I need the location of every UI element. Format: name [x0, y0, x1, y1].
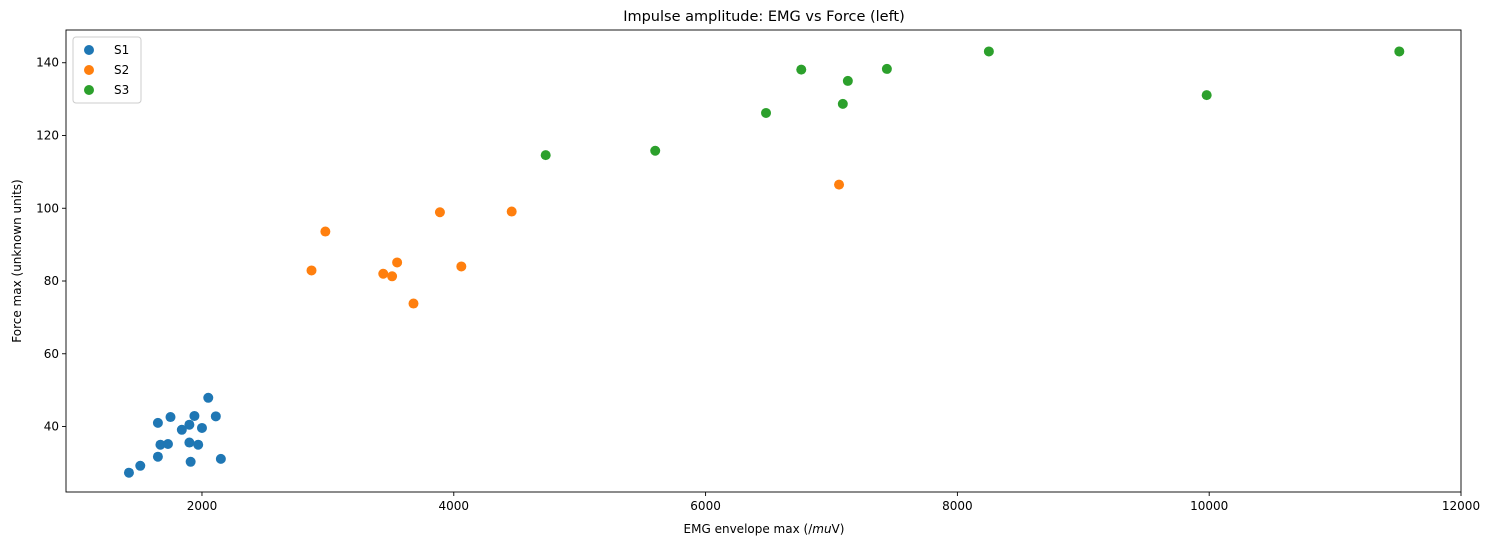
x-tick-label: 8000: [942, 499, 973, 513]
legend-marker-s2: [84, 65, 94, 75]
legend-label-s1: S1: [114, 43, 129, 57]
y-axis-label: Force max (unknown units): [10, 179, 24, 342]
point-s3-6: [881, 63, 892, 74]
point-s1-14: [203, 392, 214, 403]
x-axis-label: EMG envelope max (/muV): [684, 522, 845, 536]
x-tick-label: 12000: [1442, 499, 1480, 513]
point-s1-15: [210, 411, 221, 422]
legend-marker-s3: [84, 85, 94, 95]
chart-title: Impulse amplitude: EMG vs Force (left): [623, 9, 905, 25]
point-s3-3: [796, 64, 807, 75]
point-s1-8: [184, 437, 195, 448]
point-s1-3: [152, 417, 163, 428]
point-s2-2: [378, 268, 389, 279]
y-tick-label: 60: [44, 347, 59, 361]
legend: S1 S2 S3: [72, 36, 142, 104]
point-s3-8: [1201, 90, 1212, 101]
point-s3-4: [837, 98, 848, 109]
point-s1-11: [189, 410, 200, 421]
x-tick-label: 4000: [439, 499, 470, 513]
x-axis-label-italic: mu: [812, 522, 832, 536]
y-tick-label: 100: [36, 201, 59, 215]
y-axis-ticks: 40 60 80 100 120 140: [36, 56, 66, 434]
plot-frame: [65, 29, 1462, 493]
point-s3-0: [540, 150, 551, 161]
point-s1-2: [152, 451, 163, 462]
y-tick-label: 120: [36, 128, 59, 142]
point-s1-13: [196, 422, 207, 433]
y-tick-label: 80: [44, 274, 59, 288]
point-s2-4: [392, 257, 403, 268]
point-s1-16: [215, 453, 226, 464]
x-axis-label-prefix: EMG envelope max (/: [684, 522, 814, 536]
point-s1-12: [193, 439, 204, 450]
y-tick-label: 40: [44, 420, 59, 434]
y-tick-label: 140: [36, 56, 59, 70]
point-s3-5: [842, 75, 853, 86]
point-s3-9: [1394, 46, 1405, 57]
point-s3-7: [983, 46, 994, 57]
x-tick-label: 10000: [1190, 499, 1228, 513]
point-s1-7: [176, 424, 187, 435]
point-s1-4: [155, 439, 166, 450]
point-s2-3: [387, 271, 398, 282]
legend-label-s3: S3: [114, 83, 129, 97]
x-axis-label-suffix: V): [832, 522, 845, 536]
point-s1-9: [184, 419, 195, 430]
point-s2-5: [408, 298, 419, 309]
x-tick-label: 2000: [187, 499, 218, 513]
point-s2-6: [434, 207, 445, 218]
points-layer: [123, 46, 1405, 478]
point-s2-9: [834, 179, 845, 190]
point-s2-7: [456, 261, 467, 272]
point-s3-2: [761, 107, 772, 118]
legend-label-s2: S2: [114, 63, 129, 77]
point-s3-1: [650, 145, 661, 156]
x-tick-label: 6000: [690, 499, 721, 513]
point-s1-6: [165, 412, 176, 423]
point-s2-0: [306, 265, 317, 276]
plot-area: [66, 30, 1461, 492]
point-s2-8: [506, 206, 517, 217]
legend-marker-s1: [84, 45, 94, 55]
point-s1-0: [123, 467, 134, 478]
point-s2-1: [320, 226, 331, 237]
point-s1-1: [135, 460, 146, 471]
point-s1-10: [185, 456, 196, 467]
legend-frame: [72, 36, 142, 104]
x-axis-ticks: 2000 4000 6000 8000 10000 12000: [187, 492, 1480, 513]
point-s1-5: [162, 438, 173, 449]
